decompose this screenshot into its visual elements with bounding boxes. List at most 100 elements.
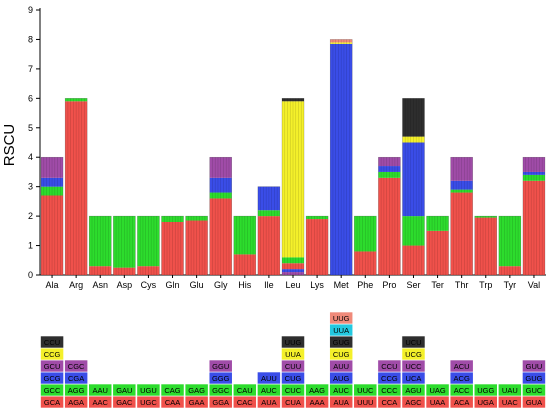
codon-label: AUC [261,386,277,395]
bar-segment [306,216,329,220]
codon-label: CAU [237,386,253,395]
y-tick-label: 9 [28,5,33,15]
bar-outline [209,156,232,276]
codon-label: CUU [285,362,301,371]
codon-cell [208,359,233,373]
codon-label: GCC [44,386,61,395]
codon-label: CCA [381,398,397,407]
x-tick-label: Ile [264,280,274,290]
x-tick-label: Val [528,280,540,290]
codon-label: GUC [526,386,543,395]
codon-label: AGA [68,398,84,407]
codon-label: UCC [405,362,422,371]
codon-cell [184,383,209,397]
codon-label: UAC [502,398,518,407]
codon-label: GUA [526,398,542,407]
bar-segment [306,219,329,275]
codon-label: GUG [333,338,350,347]
bar-segment [402,245,425,275]
y-tick-label: 3 [28,182,33,192]
x-tick-label: Pro [382,280,396,290]
codon-label: AGC [405,398,422,407]
codon-label: CAC [237,398,253,407]
codon-label: UAU [502,386,518,395]
codon-label: CGC [68,362,85,371]
x-tick-label: Gln [166,280,180,290]
bar-segment [113,216,136,268]
bar-segment [161,216,184,222]
bar-outline [329,39,353,276]
codon-label: AUA [333,398,348,407]
bar-outline [161,215,184,276]
bar-segment [137,266,160,275]
codon-label: GGG [212,374,230,383]
bar-outline [64,98,88,276]
codon-label: GCA [44,398,60,407]
bar-segment [41,177,64,187]
bar-segment [185,220,208,275]
codon-label: CGA [68,374,84,383]
bar-outline [281,98,305,276]
bar-outline [450,156,473,276]
codon-label: AUC [333,386,349,395]
bar-segment [522,174,545,181]
bar-segment [330,43,353,275]
codon-label: UGA [478,398,494,407]
bar-outline [522,156,546,276]
bar-segment [282,101,304,258]
x-tick-label: Glu [190,280,204,290]
codon-cell [136,383,161,397]
bar-segment [233,254,256,275]
codon-label: AAG [309,386,325,395]
codon-label: CAG [164,386,180,395]
bar-segment [378,157,401,167]
bar-segment [282,272,304,275]
y-tick-label: 1 [28,241,33,251]
bar-outline [233,215,257,276]
bar-segment [330,42,353,44]
x-tick-label: Trp [479,280,492,290]
bar-segment [522,171,545,175]
bar-outline [426,215,449,276]
codon-cell [522,359,546,373]
bar-segment [330,39,353,43]
bar-segment [161,222,184,275]
codon-cell [232,383,257,397]
codon-label: ACU [454,362,470,371]
codon-label: UUG [333,314,350,323]
bar-segment [450,192,473,275]
codon-label: GAC [116,398,133,407]
bar-segment [89,216,112,267]
codon-label: CUG [285,374,302,383]
x-tick-label: Thr [455,280,469,290]
bar-outline [305,215,329,276]
codon-label: CCU [44,338,60,347]
codon-label: CCC [381,386,398,395]
bar-segment [41,195,64,275]
codon-cell [88,383,113,397]
codon-label: GAU [116,386,132,395]
bar-segment [233,216,256,255]
codon-label: UUU [357,398,373,407]
bar-segment [257,186,280,211]
codon-label: CCU [381,362,397,371]
codon-label: AGU [405,386,421,395]
codon-label: GCU [44,362,61,371]
codon-label: UCU [405,338,421,347]
bar-segment [257,216,280,275]
codon-label: UUG [285,338,302,347]
bar-segment [209,157,232,178]
codon-table: GCA GCC GCG GCU CCG CCU AGA AGG CGA CGC AAC AAU GAC G… [40,311,546,409]
codon-label: AUU [261,374,277,383]
codon-label: GAG [188,386,205,395]
codon-cell [257,371,281,385]
codon-label: GCG [44,374,61,383]
bar-outline [88,215,112,276]
x-tick-label: Ala [46,280,59,290]
bar-segment [450,180,473,190]
bar-outline [113,215,136,276]
codon-label: AAC [93,398,109,407]
codon-label: AAA [310,398,325,407]
codon-label: AGG [68,386,85,395]
y-axis-label: RSCU [1,124,18,167]
